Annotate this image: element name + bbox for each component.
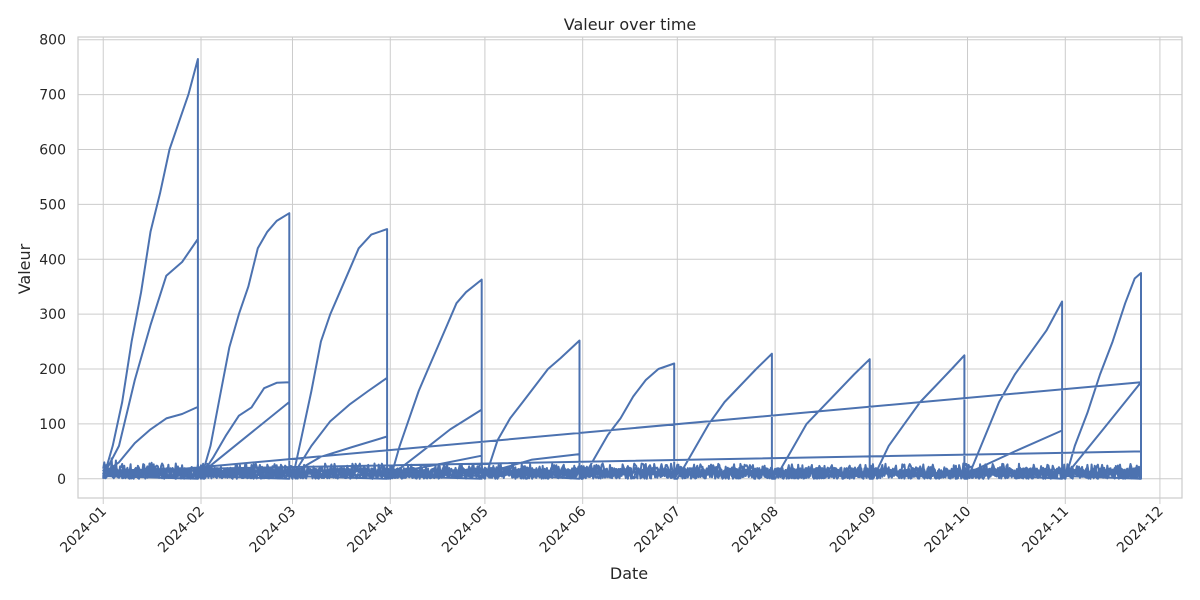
x-axis-title: Date (610, 564, 648, 583)
y-tick-label: 600 (39, 143, 66, 159)
y-tick-label: 500 (39, 197, 66, 213)
y-tick-label: 400 (39, 252, 66, 268)
y-tick-label: 700 (39, 88, 66, 104)
y-tick-label: 200 (39, 362, 66, 378)
chart-title: Valeur over time (564, 15, 697, 34)
y-tick-label: 100 (39, 417, 66, 433)
y-axis-title: Valeur (15, 243, 34, 294)
plot-frame (77, 36, 1183, 499)
y-tick-label: 0 (57, 472, 66, 488)
y-axis-ticks: 0 100 200 300 400 500 600 700 800 (39, 33, 66, 488)
y-tick-label: 800 (39, 33, 66, 49)
gridlines (78, 37, 1182, 498)
series-line (102, 58, 1142, 480)
y-tick-label: 300 (39, 307, 66, 323)
series-group (102, 58, 1142, 480)
